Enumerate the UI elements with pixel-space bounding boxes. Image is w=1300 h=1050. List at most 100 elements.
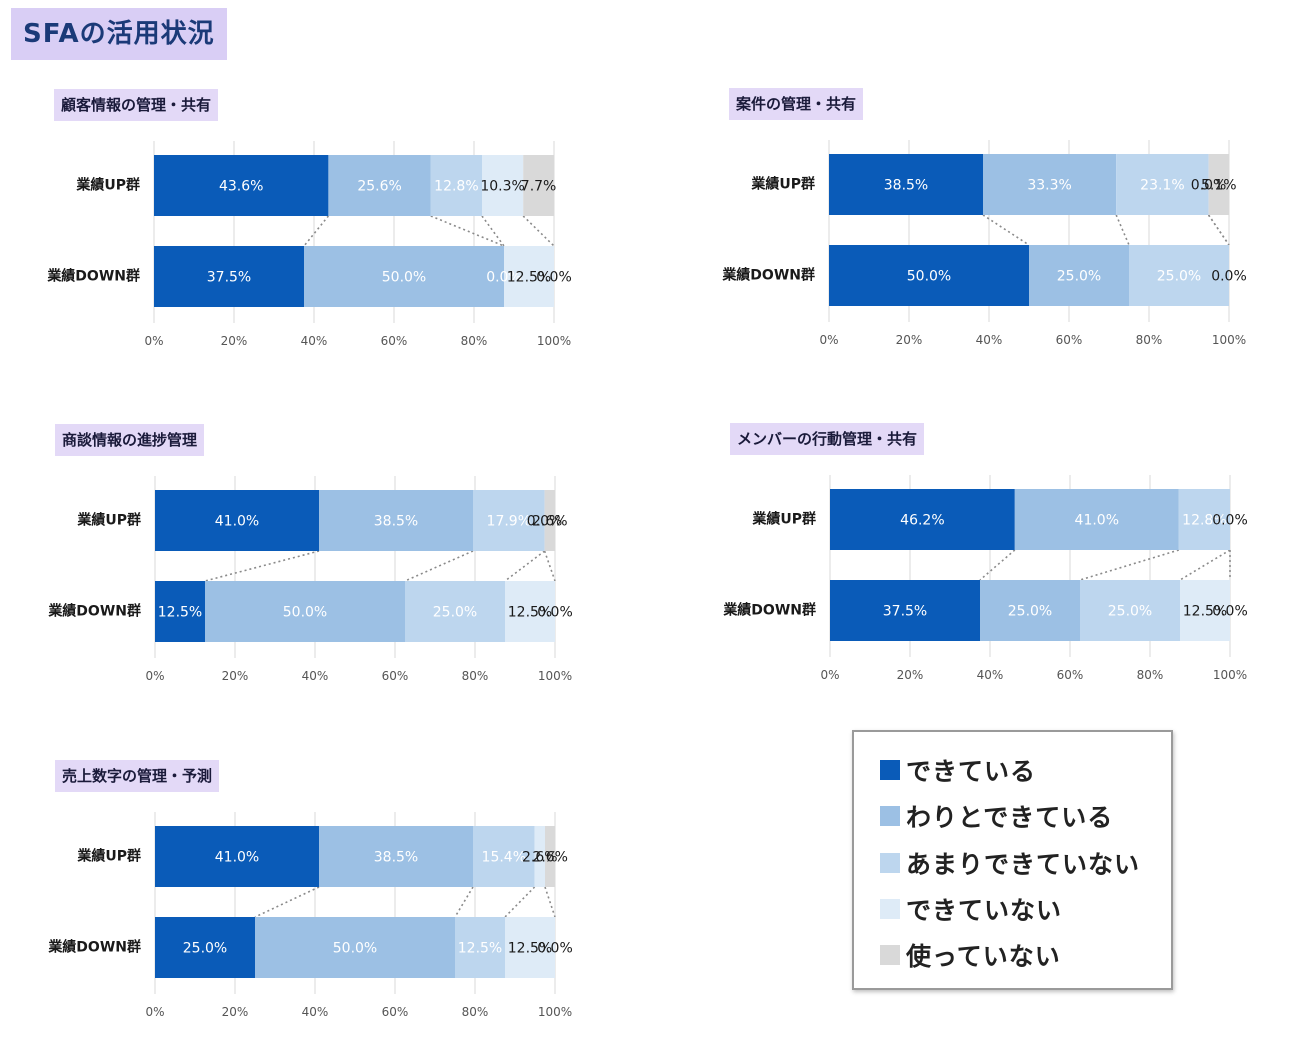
data-label: 23.1% <box>1140 178 1184 194</box>
chart-title: 商談情報の進捗管理 <box>55 424 205 456</box>
x-tick-label: 80% <box>461 334 488 348</box>
chart-panel-deal: 案件の管理・共有 0% 20% 40% 60% 80% 100% 業績UP群 38.5% 33.… <box>721 88 1300 378</box>
page-title: SFAの活用状況 <box>11 8 227 60</box>
x-tick-label: 0% <box>819 333 838 347</box>
bar-segment <box>319 826 473 887</box>
bar-segment <box>1129 245 1229 306</box>
x-tick-label: 0% <box>145 1005 164 1019</box>
series-connector <box>254 886 320 918</box>
chart-title: 案件の管理・共有 <box>729 88 864 120</box>
bar-segment <box>1029 245 1129 306</box>
row-label: 業績UP群 <box>750 176 815 193</box>
bar-segment <box>255 917 455 978</box>
bar-segment <box>829 154 983 215</box>
bar-segment <box>505 917 555 978</box>
legend-item: できている <box>880 750 1036 790</box>
chart-panel-member-activity: メンバーの行動管理・共有 0% 20% 40% 60% 80% 100% 業績UP群 46.2… <box>722 423 1300 713</box>
legend-swatch <box>880 760 900 780</box>
bar-segment <box>154 246 304 307</box>
bar-segment <box>1116 154 1209 215</box>
row-label: 業績DOWN群 <box>47 939 141 956</box>
data-label: 0.0% <box>1191 178 1227 194</box>
x-tick-label: 80% <box>1136 333 1163 347</box>
data-label: 25.0% <box>183 941 227 957</box>
x-tick-label: 100% <box>537 334 571 348</box>
x-tick-label: 100% <box>1213 668 1247 682</box>
data-label: 50.0% <box>907 269 951 285</box>
legend-item: できていない <box>880 889 1062 929</box>
series-connector <box>979 549 1016 581</box>
series-connector <box>522 215 555 247</box>
bar-segment <box>319 490 473 551</box>
x-tick-label: 40% <box>301 334 328 348</box>
data-label: 12.8% <box>1182 513 1226 529</box>
row-label: 業績UP群 <box>76 512 141 529</box>
data-label: 46.2% <box>900 513 944 529</box>
data-label: 25.0% <box>1108 604 1152 620</box>
bar-segment <box>154 155 329 216</box>
bar-segment <box>830 489 1015 550</box>
bar-segment <box>304 246 504 307</box>
x-tick-label: 40% <box>302 669 329 683</box>
row-label: 業績DOWN群 <box>47 603 141 620</box>
bar-segment <box>830 580 980 641</box>
legend: できている わりとできている あまりできていない できていない 使っていない <box>852 730 1173 990</box>
data-label: 12.8% <box>434 179 478 195</box>
bar-segment <box>829 245 1029 306</box>
series-connector <box>1115 214 1130 246</box>
bar-segment <box>473 826 535 887</box>
data-label: 33.3% <box>1027 178 1071 194</box>
bar-segment <box>545 826 556 887</box>
x-tick-label: 40% <box>976 333 1003 347</box>
series-connector <box>303 215 330 247</box>
row-label: 業績UP群 <box>75 177 140 194</box>
legend-label: わりとできている <box>906 803 1114 832</box>
series-connector <box>982 214 1030 246</box>
x-tick-label: 60% <box>382 1005 409 1019</box>
x-tick-label: 20% <box>221 334 248 348</box>
data-label: 2.6% <box>532 850 568 866</box>
legend-label: できていない <box>906 896 1063 925</box>
bar-segment <box>544 490 555 551</box>
x-tick-label: 80% <box>462 1005 489 1019</box>
stacked-bar-chart: 0% 20% 40% 60% 80% 100% 業績UP群 43.6% 25.6% 12.8% 10… <box>46 141 572 348</box>
series-connector <box>544 886 556 918</box>
chart-title: メンバーの行動管理・共有 <box>730 423 925 455</box>
data-label: 0.0% <box>527 514 563 530</box>
data-label: 10.3% <box>480 179 524 195</box>
bar-segment <box>504 246 554 307</box>
data-label: 50.0% <box>382 270 426 286</box>
x-tick-label: 40% <box>977 668 1004 682</box>
stacked-bar-chart: 0% 20% 40% 60% 80% 100%業績UP群 41.0% 38.5% 15.4%2.… <box>47 812 573 1019</box>
data-label: 12.5% <box>508 941 552 957</box>
bar-segment <box>1178 489 1230 550</box>
bar-segment <box>534 826 545 887</box>
bar-segment <box>1180 580 1230 641</box>
bar-segment <box>983 154 1117 215</box>
legend-label: できている <box>906 757 1037 786</box>
x-tick-label: 0% <box>145 669 164 683</box>
data-label: 38.5% <box>374 850 418 866</box>
bar-segment <box>405 581 505 642</box>
x-tick-label: 80% <box>462 669 489 683</box>
bar-segment <box>155 581 205 642</box>
data-label: 25.0% <box>1008 604 1052 620</box>
data-label: 0.0% <box>1212 604 1248 620</box>
data-label: 5.1% <box>1201 178 1237 194</box>
data-label: 25.0% <box>1157 269 1201 285</box>
series-connector <box>504 886 536 918</box>
x-tick-label: 20% <box>222 669 249 683</box>
row-label: 業績DOWN群 <box>721 267 815 284</box>
legend-label: 使っていない <box>906 942 1061 971</box>
data-label: 37.5% <box>883 604 927 620</box>
bar-segment <box>523 155 554 216</box>
data-label: 0.0% <box>536 270 572 286</box>
data-label: 41.0% <box>215 514 259 530</box>
data-label: 17.9% <box>487 514 531 530</box>
chart-panel-sales-forecast: 売上数字の管理・予測 0% 20% 40% 60% 80% 100% 業績UP群 41.0% 3… <box>47 760 655 1050</box>
data-label: 38.5% <box>884 178 928 194</box>
data-label: 41.0% <box>215 850 259 866</box>
data-label: 0.0% <box>1212 513 1248 529</box>
legend-swatch <box>880 853 900 873</box>
data-label: 7.7% <box>521 179 557 195</box>
